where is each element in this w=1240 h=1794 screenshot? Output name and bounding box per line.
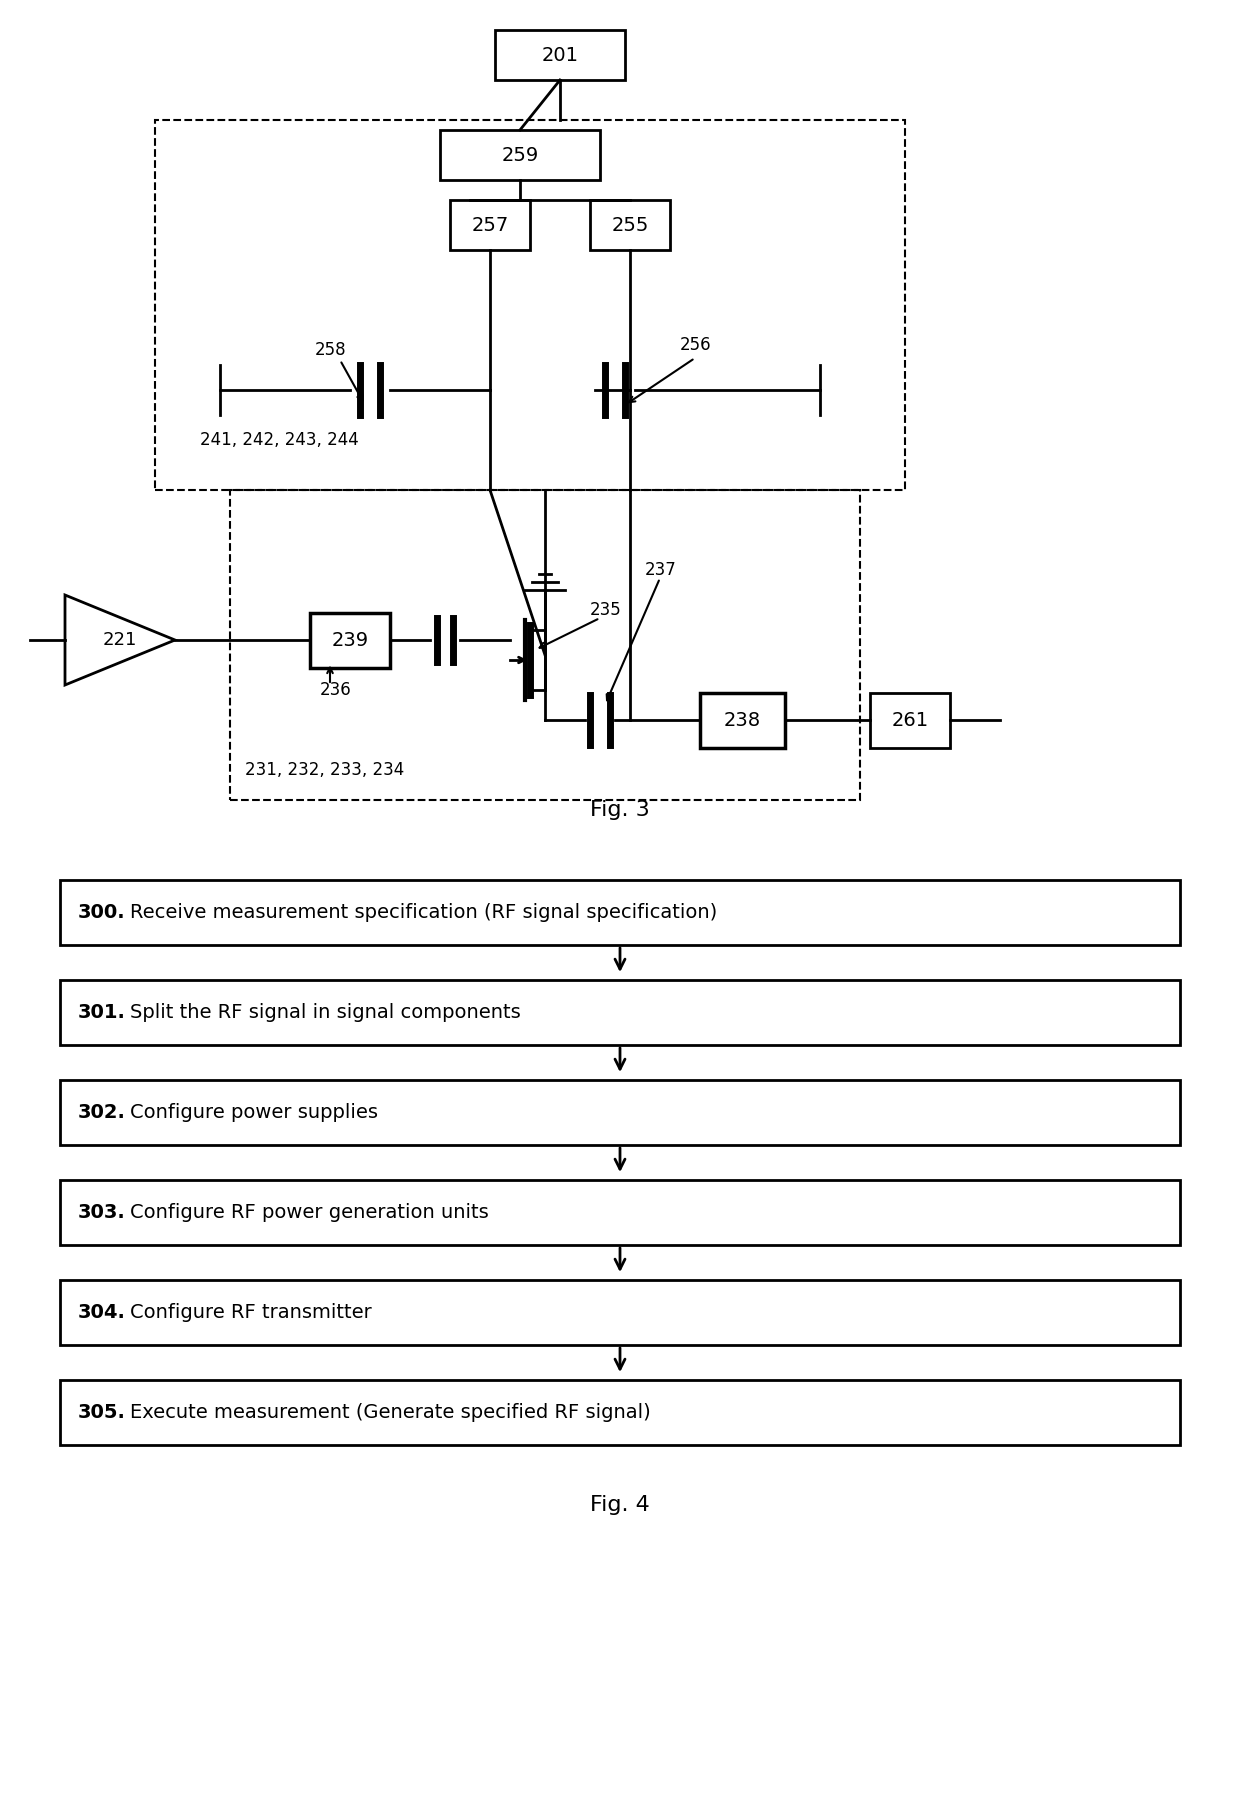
Text: 256: 256 [680,335,712,353]
Text: 236: 236 [320,682,352,700]
Text: Configure RF power generation units: Configure RF power generation units [130,1204,489,1222]
Text: 259: 259 [501,145,538,165]
Text: Fig. 4: Fig. 4 [590,1494,650,1514]
FancyBboxPatch shape [310,612,391,667]
FancyBboxPatch shape [60,980,1180,1044]
Text: 258: 258 [315,341,347,359]
FancyBboxPatch shape [450,199,529,249]
FancyBboxPatch shape [60,1279,1180,1346]
FancyBboxPatch shape [60,1380,1180,1444]
Text: 304.: 304. [78,1302,126,1322]
Text: Configure RF transmitter: Configure RF transmitter [130,1302,372,1322]
Text: 238: 238 [724,710,761,730]
Text: 239: 239 [331,630,368,649]
Text: 221: 221 [103,631,138,649]
FancyBboxPatch shape [701,692,785,748]
FancyBboxPatch shape [60,1180,1180,1245]
Text: 305.: 305. [78,1403,126,1423]
FancyBboxPatch shape [495,30,625,81]
Text: 255: 255 [611,215,649,235]
Text: 201: 201 [542,45,579,65]
Text: Configure power supplies: Configure power supplies [130,1103,378,1121]
FancyBboxPatch shape [60,1080,1180,1145]
FancyBboxPatch shape [870,692,950,748]
Text: 237: 237 [645,562,677,579]
Text: Execute measurement (Generate specified RF signal): Execute measurement (Generate specified … [130,1403,651,1423]
Text: Split the RF signal in signal components: Split the RF signal in signal components [130,1003,521,1023]
Text: Fig. 3: Fig. 3 [590,800,650,820]
Text: Receive measurement specification (RF signal specification): Receive measurement specification (RF si… [130,902,717,922]
FancyBboxPatch shape [60,881,1180,945]
FancyBboxPatch shape [440,129,600,179]
Text: 235: 235 [590,601,621,619]
Text: 261: 261 [892,710,929,730]
Text: 257: 257 [471,215,508,235]
Text: 301.: 301. [78,1003,126,1023]
Text: 303.: 303. [78,1204,125,1222]
Text: 241, 242, 243, 244: 241, 242, 243, 244 [200,431,358,448]
Text: 300.: 300. [78,902,125,922]
FancyBboxPatch shape [590,199,670,249]
Text: 302.: 302. [78,1103,126,1121]
Text: 231, 232, 233, 234: 231, 232, 233, 234 [246,761,404,779]
